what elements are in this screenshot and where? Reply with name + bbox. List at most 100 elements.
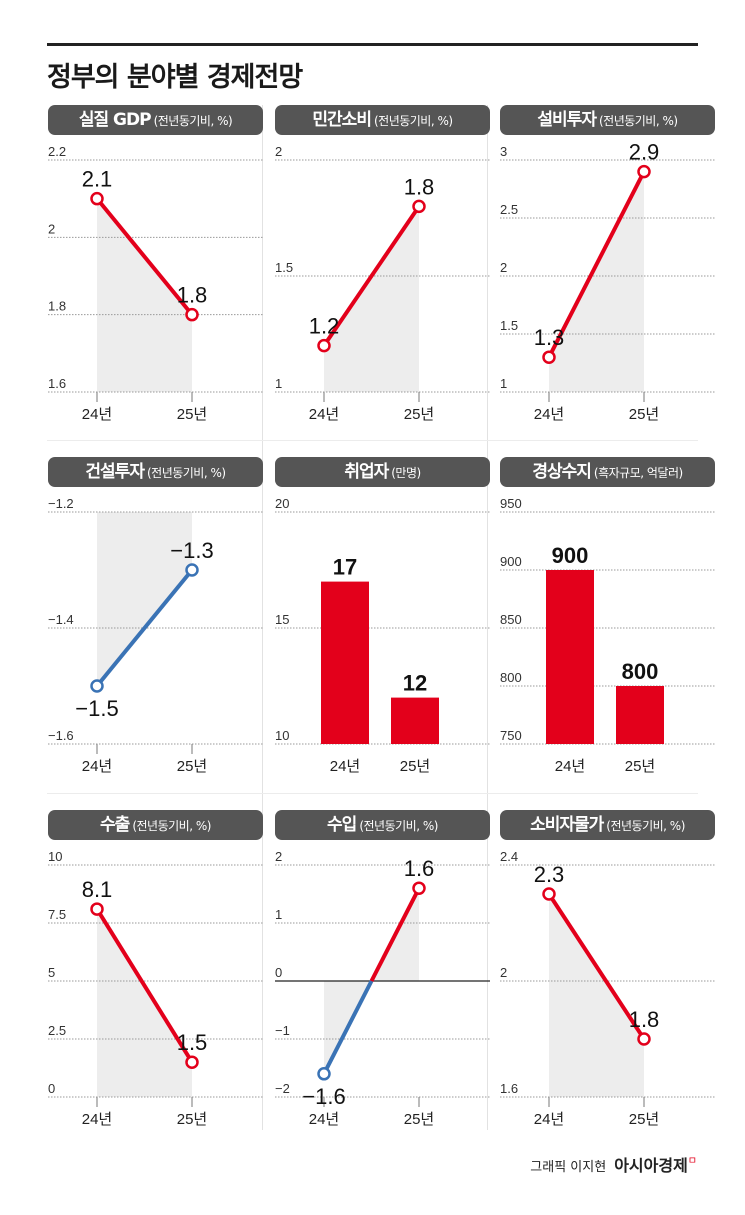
column-divider (487, 105, 488, 1130)
x-tick-label: 25년 (177, 406, 208, 423)
chart-unit: (전년동기비, %) (598, 114, 678, 128)
series-line-positive (369, 887, 421, 982)
data-point (90, 191, 104, 206)
chart-title-pill: 설비투자 (전년동기비, %) (500, 105, 715, 135)
x-tick-label: 25년 (177, 1111, 208, 1128)
bar (321, 581, 369, 744)
area-shade (97, 198, 192, 392)
bar (616, 686, 664, 744)
chart-title: 소비자물가 (530, 815, 604, 835)
chart-title: 실질 GDP (78, 110, 152, 130)
chart-unit: (전년동기비, %) (606, 819, 685, 833)
y-tick-label: 750 (500, 728, 522, 743)
bar (391, 697, 439, 744)
chart-panel: 건설투자 (전년동기비, %) −1.6 −1.4 −1.2 24년 25년 −1.5 −1.3 (48, 457, 263, 787)
row-divider (47, 440, 698, 441)
series-line (95, 568, 194, 688)
x-tick-label: 24년 (82, 758, 113, 775)
y-tick-label: 1.5 (500, 318, 518, 333)
x-tick-label: 24년 (82, 406, 113, 423)
chart-svg: 1.6 2 2.4 24년 25년 2.3 1.8 (500, 849, 715, 1128)
chart-unit: (만명) (391, 466, 421, 480)
y-tick-label: 1.6 (48, 376, 66, 391)
graphic-credit: 그래픽 이지현 (530, 1160, 607, 1175)
series-line (547, 892, 646, 1041)
y-tick-label: 20 (275, 496, 289, 511)
chart-panel: 민간소비 (전년동기비, %) 1 1.5 2 24년 25년 1.2 1.8 (275, 105, 490, 435)
data-label: 1.8 (177, 283, 208, 308)
chart-title-pill: 수입 (전년동기비, %) (275, 810, 490, 840)
y-tick-label: 950 (500, 496, 522, 511)
chart-svg: 1 1.5 2 2.5 3 24년 25년 1.3 2.9 (500, 140, 715, 423)
y-tick-label: 800 (500, 670, 522, 685)
series-line (322, 205, 421, 347)
row-divider (47, 793, 698, 794)
y-tick-label: 5 (48, 965, 55, 980)
data-point (90, 902, 104, 916)
x-tick-label: 25년 (404, 406, 435, 423)
series-line (547, 170, 646, 359)
y-tick-label: 2 (48, 221, 55, 236)
data-label: 8.1 (82, 877, 113, 902)
data-label: 1.8 (404, 174, 435, 199)
chart-panel: 실질 GDP (전년동기비, %) 1.6 1.8 2 2.2 24년 25년 2.1 1.8 (48, 105, 263, 435)
chart-title: 경상수지 (532, 462, 592, 482)
y-tick-label: 0 (48, 1081, 55, 1096)
data-label: −1.6 (302, 1084, 345, 1109)
y-tick-label: 1 (275, 376, 282, 391)
chart-unit: (전년동기비, %) (373, 114, 453, 128)
chart-title: 설비투자 (537, 110, 597, 130)
chart-panel: 소비자물가 (전년동기비, %) 1.6 2 2.4 24년 25년 2.3 1.8 (500, 810, 715, 1140)
data-point (637, 164, 651, 179)
chart-panel: 수입 (전년동기비, %) −2 −1 0 1 2 24년 25년 −1.6 1.6 (275, 810, 490, 1140)
chart-title: 건설투자 (85, 462, 145, 482)
data-label: 1.3 (534, 325, 565, 350)
chart-title-pill: 민간소비 (전년동기비, %) (275, 105, 490, 135)
data-label: 2.9 (629, 140, 660, 165)
x-tick-label: 24년 (309, 406, 340, 423)
chart-svg: 0 2.5 5 7.5 10 24년 25년 8.1 1.5 (48, 849, 263, 1128)
y-tick-label: 1 (500, 376, 507, 391)
chart-title-pill: 실질 GDP (전년동기비, %) (48, 105, 263, 135)
x-tick-label: 25년 (400, 758, 431, 775)
chart-svg: −2 −1 0 1 2 24년 25년 −1.6 1.6 (275, 849, 490, 1128)
y-tick-label: 2.5 (48, 1023, 66, 1038)
data-point (317, 338, 331, 353)
chart-unit: (전년동기비, %) (359, 819, 438, 833)
x-tick-label: 24년 (82, 1111, 113, 1128)
data-point (412, 881, 426, 895)
chart-svg: 10 15 20 24년 25년 17 12 (275, 496, 490, 775)
data-point (317, 1067, 331, 1081)
y-tick-label: −2 (275, 1081, 290, 1096)
chart-svg: 1.6 1.8 2 2.2 24년 25년 2.1 1.8 (48, 144, 263, 423)
y-tick-label: 850 (500, 612, 522, 627)
y-tick-label: −1.2 (48, 496, 74, 511)
y-tick-label: −1 (275, 1023, 290, 1038)
chart-title-pill: 소비자물가 (전년동기비, %) (500, 810, 715, 840)
chart-svg: 1 1.5 2 24년 25년 1.2 1.8 (275, 144, 490, 423)
y-tick-label: 10 (48, 849, 62, 864)
y-tick-label: 2 (500, 260, 507, 275)
chart-title-pill: 건설투자 (전년동기비, %) (48, 457, 263, 487)
top-rule (47, 43, 698, 46)
data-label: −1.3 (170, 538, 213, 563)
y-tick-label: 1.8 (48, 299, 66, 314)
series-line (95, 908, 194, 1064)
y-tick-label: 2 (275, 144, 282, 159)
y-tick-label: 3 (500, 144, 507, 159)
y-tick-label: 7.5 (48, 907, 66, 922)
chart-panel: 설비투자 (전년동기비, %) 1 1.5 2 2.5 3 24년 25년 1.3 2.9 (500, 105, 715, 435)
chart-title-pill: 취업자 (만명) (275, 457, 490, 487)
area-shade (549, 171, 644, 392)
data-point (185, 1055, 199, 1069)
x-tick-label: 25년 (629, 1111, 660, 1128)
chart-title-pill: 경상수지 (흑자규모, 억달러) (500, 457, 715, 487)
data-point (637, 1032, 651, 1046)
chart-panel: 수출 (전년동기비, %) 0 2.5 5 7.5 10 24년 25년 8.1 1.5 (48, 810, 263, 1140)
y-tick-label: 900 (500, 554, 522, 569)
y-tick-label: 1.6 (500, 1081, 518, 1096)
area-shade (97, 512, 192, 686)
y-tick-label: 2.4 (500, 849, 518, 864)
data-point (542, 887, 556, 901)
